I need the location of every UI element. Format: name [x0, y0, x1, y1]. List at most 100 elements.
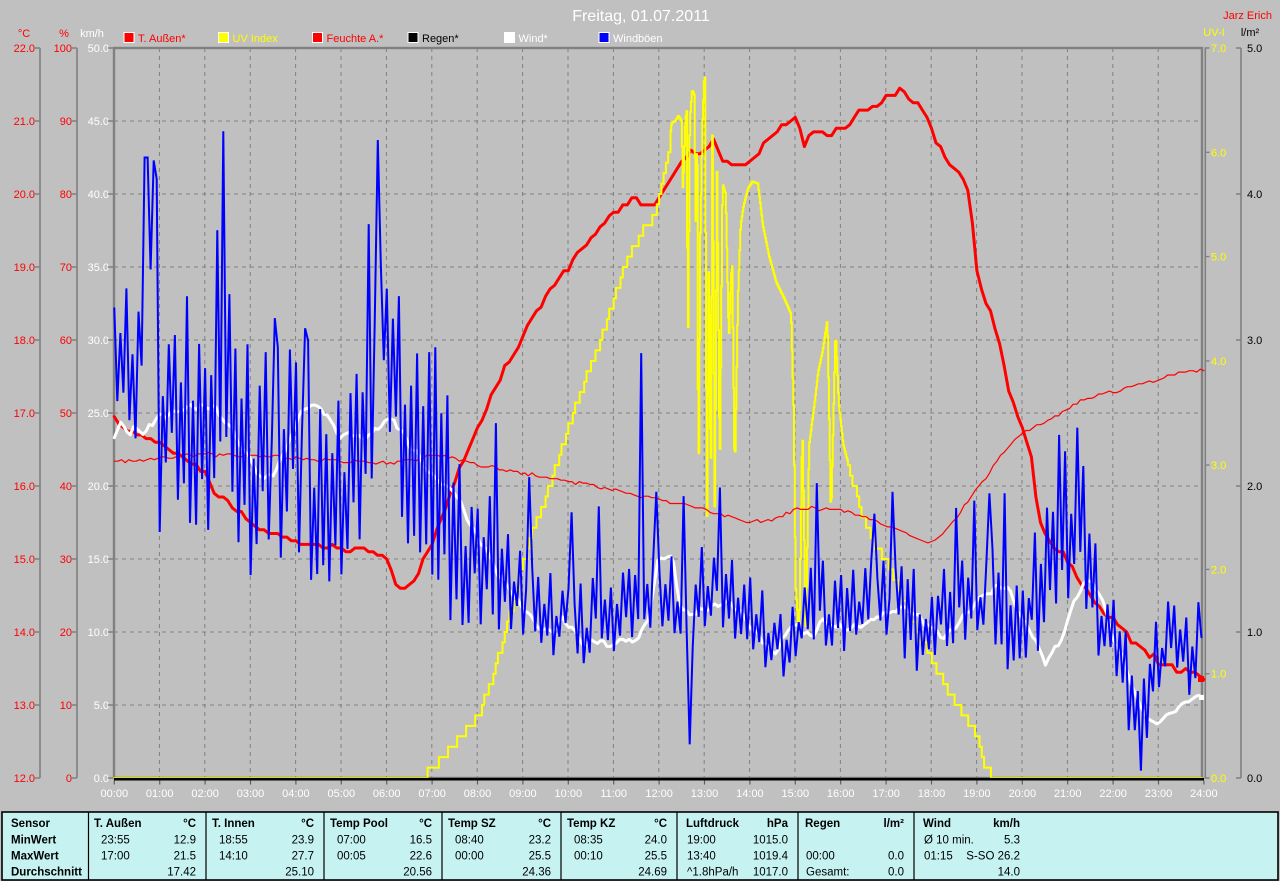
svg-text:13:40: 13:40: [687, 851, 716, 863]
svg-text:5.0: 5.0: [94, 700, 109, 712]
svg-text:4.0: 4.0: [1211, 356, 1226, 368]
svg-text:UV Index: UV Index: [233, 33, 279, 45]
svg-text:09:00: 09:00: [509, 788, 537, 800]
svg-text:10.0: 10.0: [88, 627, 109, 639]
svg-text:18:00: 18:00: [918, 788, 946, 800]
svg-text:0: 0: [66, 773, 72, 785]
svg-text:km/h: km/h: [993, 818, 1020, 830]
svg-text:km/h: km/h: [80, 28, 104, 40]
svg-text:24.69: 24.69: [638, 867, 667, 879]
svg-text:07:00: 07:00: [337, 835, 366, 847]
svg-text:17:00: 17:00: [101, 851, 130, 863]
svg-text:13:00: 13:00: [691, 788, 719, 800]
svg-text:6.0: 6.0: [1211, 147, 1226, 159]
svg-text:%: %: [59, 28, 69, 40]
svg-text:MaxWert: MaxWert: [11, 851, 59, 863]
svg-text:S-SO 26.2: S-SO 26.2: [966, 851, 1020, 863]
svg-text:11:00: 11:00: [600, 788, 627, 800]
svg-text:Temp Pool: Temp Pool: [330, 818, 388, 830]
svg-text:01:00: 01:00: [146, 788, 174, 800]
svg-text:23:55: 23:55: [101, 835, 130, 847]
svg-text:4.0: 4.0: [1247, 189, 1262, 201]
svg-text:12:00: 12:00: [645, 788, 673, 800]
svg-text:T. Außen*: T. Außen*: [138, 33, 186, 45]
svg-text:0.0: 0.0: [888, 851, 904, 863]
svg-text:°C: °C: [538, 818, 551, 830]
svg-text:02:00: 02:00: [191, 788, 219, 800]
svg-text:14.0: 14.0: [998, 867, 1020, 879]
svg-text:00:00: 00:00: [455, 851, 484, 863]
svg-text:17:00: 17:00: [872, 788, 900, 800]
svg-text:00:05: 00:05: [337, 851, 366, 863]
svg-text:05:00: 05:00: [328, 788, 356, 800]
svg-text:10: 10: [60, 700, 72, 712]
svg-text:5.3: 5.3: [1004, 835, 1020, 847]
svg-text:22.6: 22.6: [410, 851, 432, 863]
svg-text:21:00: 21:00: [1054, 788, 1082, 800]
svg-text:20.0: 20.0: [88, 481, 109, 493]
svg-text:0.0: 0.0: [94, 773, 109, 785]
svg-text:100: 100: [54, 43, 72, 55]
svg-text:20: 20: [60, 627, 72, 639]
svg-text:00:00: 00:00: [101, 788, 129, 800]
svg-text:Regen: Regen: [805, 818, 840, 830]
svg-text:23.9: 23.9: [292, 835, 314, 847]
svg-text:40.0: 40.0: [88, 189, 109, 201]
svg-text:08:00: 08:00: [464, 788, 492, 800]
svg-text:Regen*: Regen*: [422, 33, 459, 45]
svg-text:1019.4: 1019.4: [753, 851, 789, 863]
svg-text:16.5: 16.5: [410, 835, 432, 847]
svg-text:20.0: 20.0: [14, 189, 35, 201]
svg-text:Wind: Wind: [923, 818, 951, 830]
svg-text:12.9: 12.9: [174, 835, 196, 847]
svg-text:04:00: 04:00: [282, 788, 310, 800]
svg-text:°C: °C: [18, 28, 30, 40]
svg-text:Ø 10 min.: Ø 10 min.: [924, 835, 974, 847]
svg-text:1017.0: 1017.0: [753, 867, 788, 879]
svg-text:13.0: 13.0: [14, 700, 35, 712]
svg-text:45.0: 45.0: [88, 116, 109, 128]
svg-text:19:00: 19:00: [687, 835, 716, 847]
svg-text:30.0: 30.0: [88, 335, 109, 347]
svg-text:21.0: 21.0: [14, 116, 35, 128]
svg-text:Sensor: Sensor: [11, 818, 51, 830]
svg-text:16:00: 16:00: [827, 788, 855, 800]
svg-text:18.0: 18.0: [14, 335, 35, 347]
svg-text:Jarz Erich: Jarz Erich: [1223, 10, 1272, 22]
svg-text:25.5: 25.5: [529, 851, 551, 863]
svg-text:22.0: 22.0: [14, 43, 35, 55]
svg-text:3.0: 3.0: [1247, 335, 1262, 347]
svg-text:0.0: 0.0: [1211, 773, 1226, 785]
svg-text:25.10: 25.10: [285, 867, 314, 879]
svg-text:00:10: 00:10: [574, 851, 603, 863]
svg-text:Windböen: Windböen: [613, 33, 663, 45]
svg-text:MinWert: MinWert: [11, 835, 56, 847]
svg-text:1.0: 1.0: [1211, 669, 1226, 681]
svg-text:Freitag, 01.07.2011: Freitag, 01.07.2011: [572, 8, 710, 25]
svg-text:08:35: 08:35: [574, 835, 603, 847]
svg-text:35.0: 35.0: [88, 262, 109, 274]
svg-text:14:00: 14:00: [736, 788, 764, 800]
svg-text:17.0: 17.0: [14, 408, 35, 420]
svg-text:01:15: 01:15: [924, 851, 953, 863]
svg-text:Feuchte A.*: Feuchte A.*: [327, 33, 385, 45]
svg-text:5.0: 5.0: [1211, 252, 1226, 264]
svg-text:20.56: 20.56: [403, 867, 432, 879]
svg-text:1.0: 1.0: [1247, 627, 1262, 639]
svg-text:°C: °C: [183, 818, 196, 830]
svg-text:Luftdruck: Luftdruck: [686, 818, 740, 830]
svg-text:30: 30: [60, 554, 72, 566]
svg-text:24.0: 24.0: [645, 835, 667, 847]
svg-text:03:00: 03:00: [237, 788, 265, 800]
svg-text:23.2: 23.2: [529, 835, 551, 847]
svg-text:14:10: 14:10: [219, 851, 248, 863]
svg-text:°C: °C: [301, 818, 314, 830]
svg-text:7.0: 7.0: [1211, 43, 1226, 55]
svg-text:23:00: 23:00: [1145, 788, 1173, 800]
svg-text:18:55: 18:55: [219, 835, 248, 847]
svg-text:1015.0: 1015.0: [753, 835, 788, 847]
svg-text:25.0: 25.0: [88, 408, 109, 420]
svg-text:Gesamt:: Gesamt:: [806, 867, 849, 879]
svg-text:25.5: 25.5: [645, 851, 667, 863]
svg-text:21.5: 21.5: [174, 851, 196, 863]
